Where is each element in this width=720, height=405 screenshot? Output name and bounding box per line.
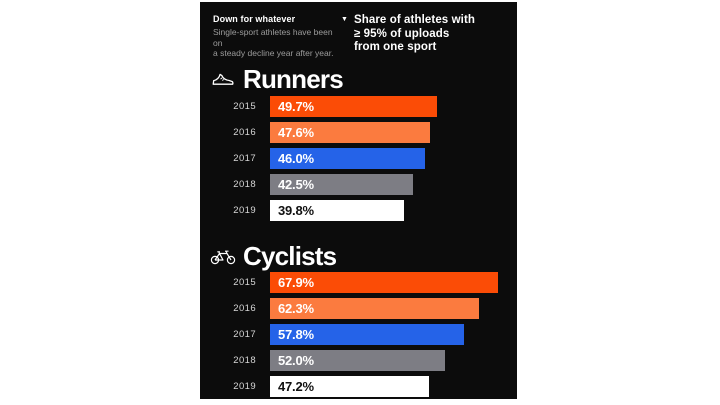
bar-value-label: 47.6% <box>278 125 314 140</box>
bar-runners-2017: 46.0% <box>270 148 425 169</box>
bar-row: 2019 47.2% <box>200 376 517 397</box>
bar-row: 2018 42.5% <box>200 174 517 195</box>
year-label: 2019 <box>233 381 256 392</box>
bar-cyclists-2019: 47.2% <box>270 376 429 397</box>
bar-runners-2016: 47.6% <box>270 122 430 143</box>
bar-value-label: 49.7% <box>278 99 314 114</box>
bar-value-label: 39.8% <box>278 203 314 218</box>
subtitle-line: a steady decline year after year. <box>213 48 334 58</box>
bar-row: 2017 57.8% <box>200 324 517 345</box>
year-label: 2016 <box>233 303 256 314</box>
legend-line: ≥ 95% of uploads <box>353 27 450 40</box>
legend: ▼ Share of athletes with ≥ 95% of upload… <box>341 14 475 55</box>
bar-row: 2016 62.3% <box>200 298 517 319</box>
year-label: 2018 <box>233 179 256 190</box>
headline: Down for whatever <box>213 14 296 24</box>
bar-row: 2015 49.7% <box>200 96 517 117</box>
bar-row: 2019 39.8% <box>200 200 517 221</box>
bar-row: 2016 47.6% <box>200 122 517 143</box>
bar-runners-2015: 49.7% <box>270 96 437 117</box>
section-title-text: Cyclists <box>243 241 337 271</box>
bar-row: 2015 67.9% <box>200 272 517 293</box>
bar-value-label: 42.5% <box>278 177 314 192</box>
bar-runners-2018: 42.5% <box>270 174 413 195</box>
year-label: 2018 <box>233 355 256 366</box>
legend-line: from one sport <box>353 41 437 53</box>
year-label: 2017 <box>233 153 256 164</box>
legend-text: Share of athletes with ≥ 95% of uploads … <box>354 14 475 55</box>
header-left: Down for whatever Single-sport athletes … <box>213 14 335 59</box>
year-label: 2015 <box>233 277 256 288</box>
bar-runners-2019: 39.8% <box>270 200 404 221</box>
bar-value-label: 62.3% <box>278 301 314 316</box>
bar-row: 2018 52.0% <box>200 350 517 371</box>
cyclists-section-title: Cyclists <box>210 241 337 272</box>
section-title-text: Runners <box>243 64 344 94</box>
infographic-canvas: Down for whatever Single-sport athletes … <box>200 2 517 399</box>
bar-value-label: 52.0% <box>278 353 314 368</box>
year-label: 2019 <box>233 205 256 216</box>
bar-row: 2017 46.0% <box>200 148 517 169</box>
year-label: 2017 <box>233 329 256 340</box>
legend-line: Share of athletes with <box>353 14 475 26</box>
bar-value-label: 57.8% <box>278 327 314 342</box>
bar-value-label: 47.2% <box>278 379 314 394</box>
bar-cyclists-2015: 67.9% <box>270 272 498 293</box>
subtitle-line: Single-sport athletes have been on <box>213 27 333 48</box>
triangle-down-icon: ▼ <box>341 16 348 23</box>
runners-section-title: Runners <box>210 64 344 95</box>
running-shoe-icon <box>210 71 236 88</box>
bar-cyclists-2018: 52.0% <box>270 350 445 371</box>
cyclists-bar-chart: 2015 67.9% 2016 62.3% 2017 57.8% 2018 52.0% 2019… <box>200 272 517 399</box>
year-label: 2015 <box>233 101 256 112</box>
bar-value-label: 67.9% <box>278 275 314 290</box>
bar-value-label: 46.0% <box>278 151 314 166</box>
bar-cyclists-2016: 62.3% <box>270 298 479 319</box>
bar-cyclists-2017: 57.8% <box>270 324 464 345</box>
bicycle-icon <box>210 249 236 265</box>
year-label: 2016 <box>233 127 256 138</box>
runners-bar-chart: 2015 49.7% 2016 47.6% 2017 46.0% 2018 42.5% 2019… <box>200 96 517 226</box>
